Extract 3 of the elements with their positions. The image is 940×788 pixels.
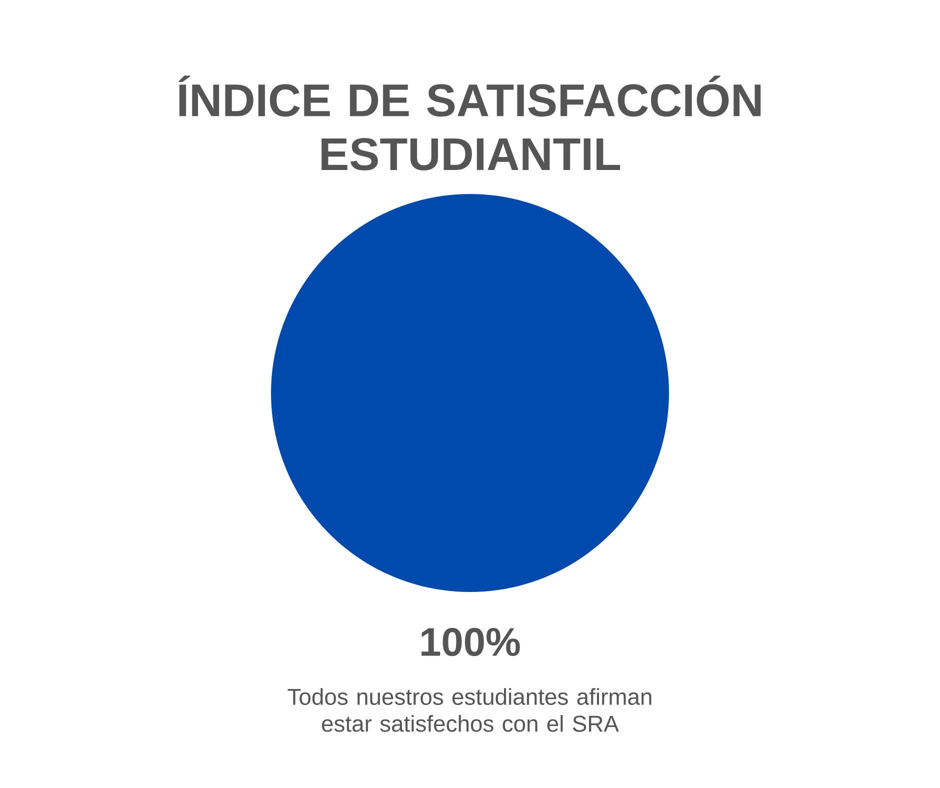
data-label: 100% [422,628,520,656]
text: Todos nuestros estudiantes afirman estar satisfechos con el SRA [288,688,652,732]
chart-title: ÍNDICE DE SATISFACCIÓN ESTUDIANTIL [178,76,761,170]
